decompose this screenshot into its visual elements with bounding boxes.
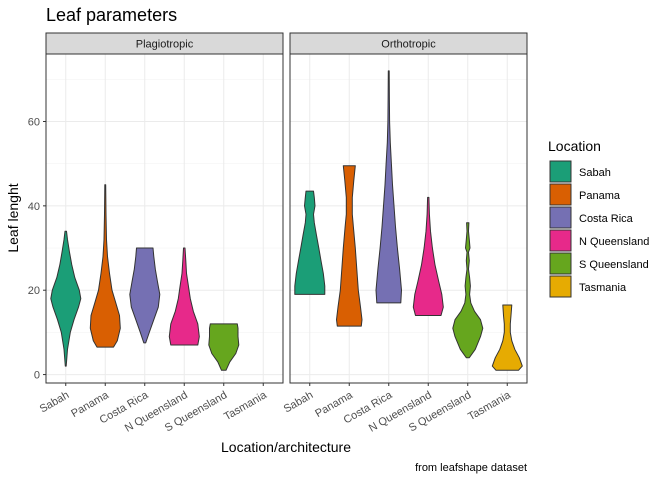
violin-n-queensland-plagiotropic bbox=[168, 247, 200, 346]
y-axis-title: Leaf lenght bbox=[5, 183, 21, 252]
y-tick-label: 0 bbox=[34, 370, 40, 382]
legend-label-costa-rica: Costa Rica bbox=[579, 213, 634, 225]
violins-orthotropic bbox=[294, 70, 523, 371]
legend-key-sabah bbox=[549, 160, 572, 183]
legend-key-s-queensland bbox=[549, 252, 572, 275]
y-tick-label: 20 bbox=[28, 285, 40, 297]
panel-border-plagiotropic bbox=[45, 53, 284, 384]
legend-title: Location bbox=[548, 138, 601, 154]
violin-panama-plagiotropic bbox=[89, 184, 121, 348]
chart-title: Leaf parameters bbox=[46, 5, 177, 25]
strip-label-plagiotropic: Plagiotropic bbox=[136, 39, 194, 51]
panel-background-plagiotropic bbox=[46, 54, 283, 383]
legend-label-sabah: Sabah bbox=[579, 167, 611, 179]
violin-sabah-plagiotropic bbox=[50, 230, 82, 367]
strip-label-orthotropic: Orthotropic bbox=[381, 39, 436, 51]
violin-tasmania-orthotropic bbox=[491, 304, 523, 371]
legend-key-panama bbox=[549, 183, 572, 206]
panel-plagiotropic: Plagiotropic bbox=[45, 32, 284, 384]
legend-key-costa-rica bbox=[549, 206, 572, 229]
legend-label-s-queensland: S Queensland bbox=[579, 259, 649, 271]
violin-costa-rica-plagiotropic bbox=[129, 247, 161, 344]
x-axis-title: Location/architecture bbox=[221, 439, 351, 455]
x-tick-label: Tasmania bbox=[466, 389, 514, 423]
legend-label-n-queensland: N Queensland bbox=[579, 236, 649, 248]
violin-n-queensland-orthotropic bbox=[412, 196, 444, 316]
violin-s-queensland-plagiotropic bbox=[208, 323, 240, 371]
violin-sabah-orthotropic bbox=[294, 190, 326, 295]
violin-s-queensland-orthotropic bbox=[452, 222, 484, 359]
legend-key-n-queensland bbox=[549, 229, 572, 252]
panel-border-orthotropic bbox=[289, 53, 528, 384]
violin-panama-orthotropic bbox=[336, 165, 363, 327]
panel-orthotropic: Orthotropic bbox=[289, 32, 528, 384]
caption: from leafshape dataset bbox=[415, 462, 527, 474]
legend-label-panama: Panama bbox=[579, 190, 621, 202]
y-tick-label: 60 bbox=[28, 116, 40, 128]
x-tick-label: Tasmania bbox=[222, 389, 270, 423]
y-axis: 0 20 40 60 bbox=[28, 116, 46, 382]
panel-background-orthotropic bbox=[290, 54, 527, 383]
legend-key-tasmania bbox=[549, 275, 572, 298]
legend: Location Sabah Panama Costa Rica N Queensla… bbox=[548, 138, 649, 298]
y-tick-label: 40 bbox=[28, 201, 40, 213]
violins-plagiotropic bbox=[50, 184, 240, 371]
legend-label-tasmania: Tasmania bbox=[579, 282, 627, 294]
x-tick-label: Sabah bbox=[38, 389, 72, 415]
x-tick-label: Sabah bbox=[282, 389, 316, 415]
violin-costa-rica-orthotropic bbox=[375, 70, 402, 304]
